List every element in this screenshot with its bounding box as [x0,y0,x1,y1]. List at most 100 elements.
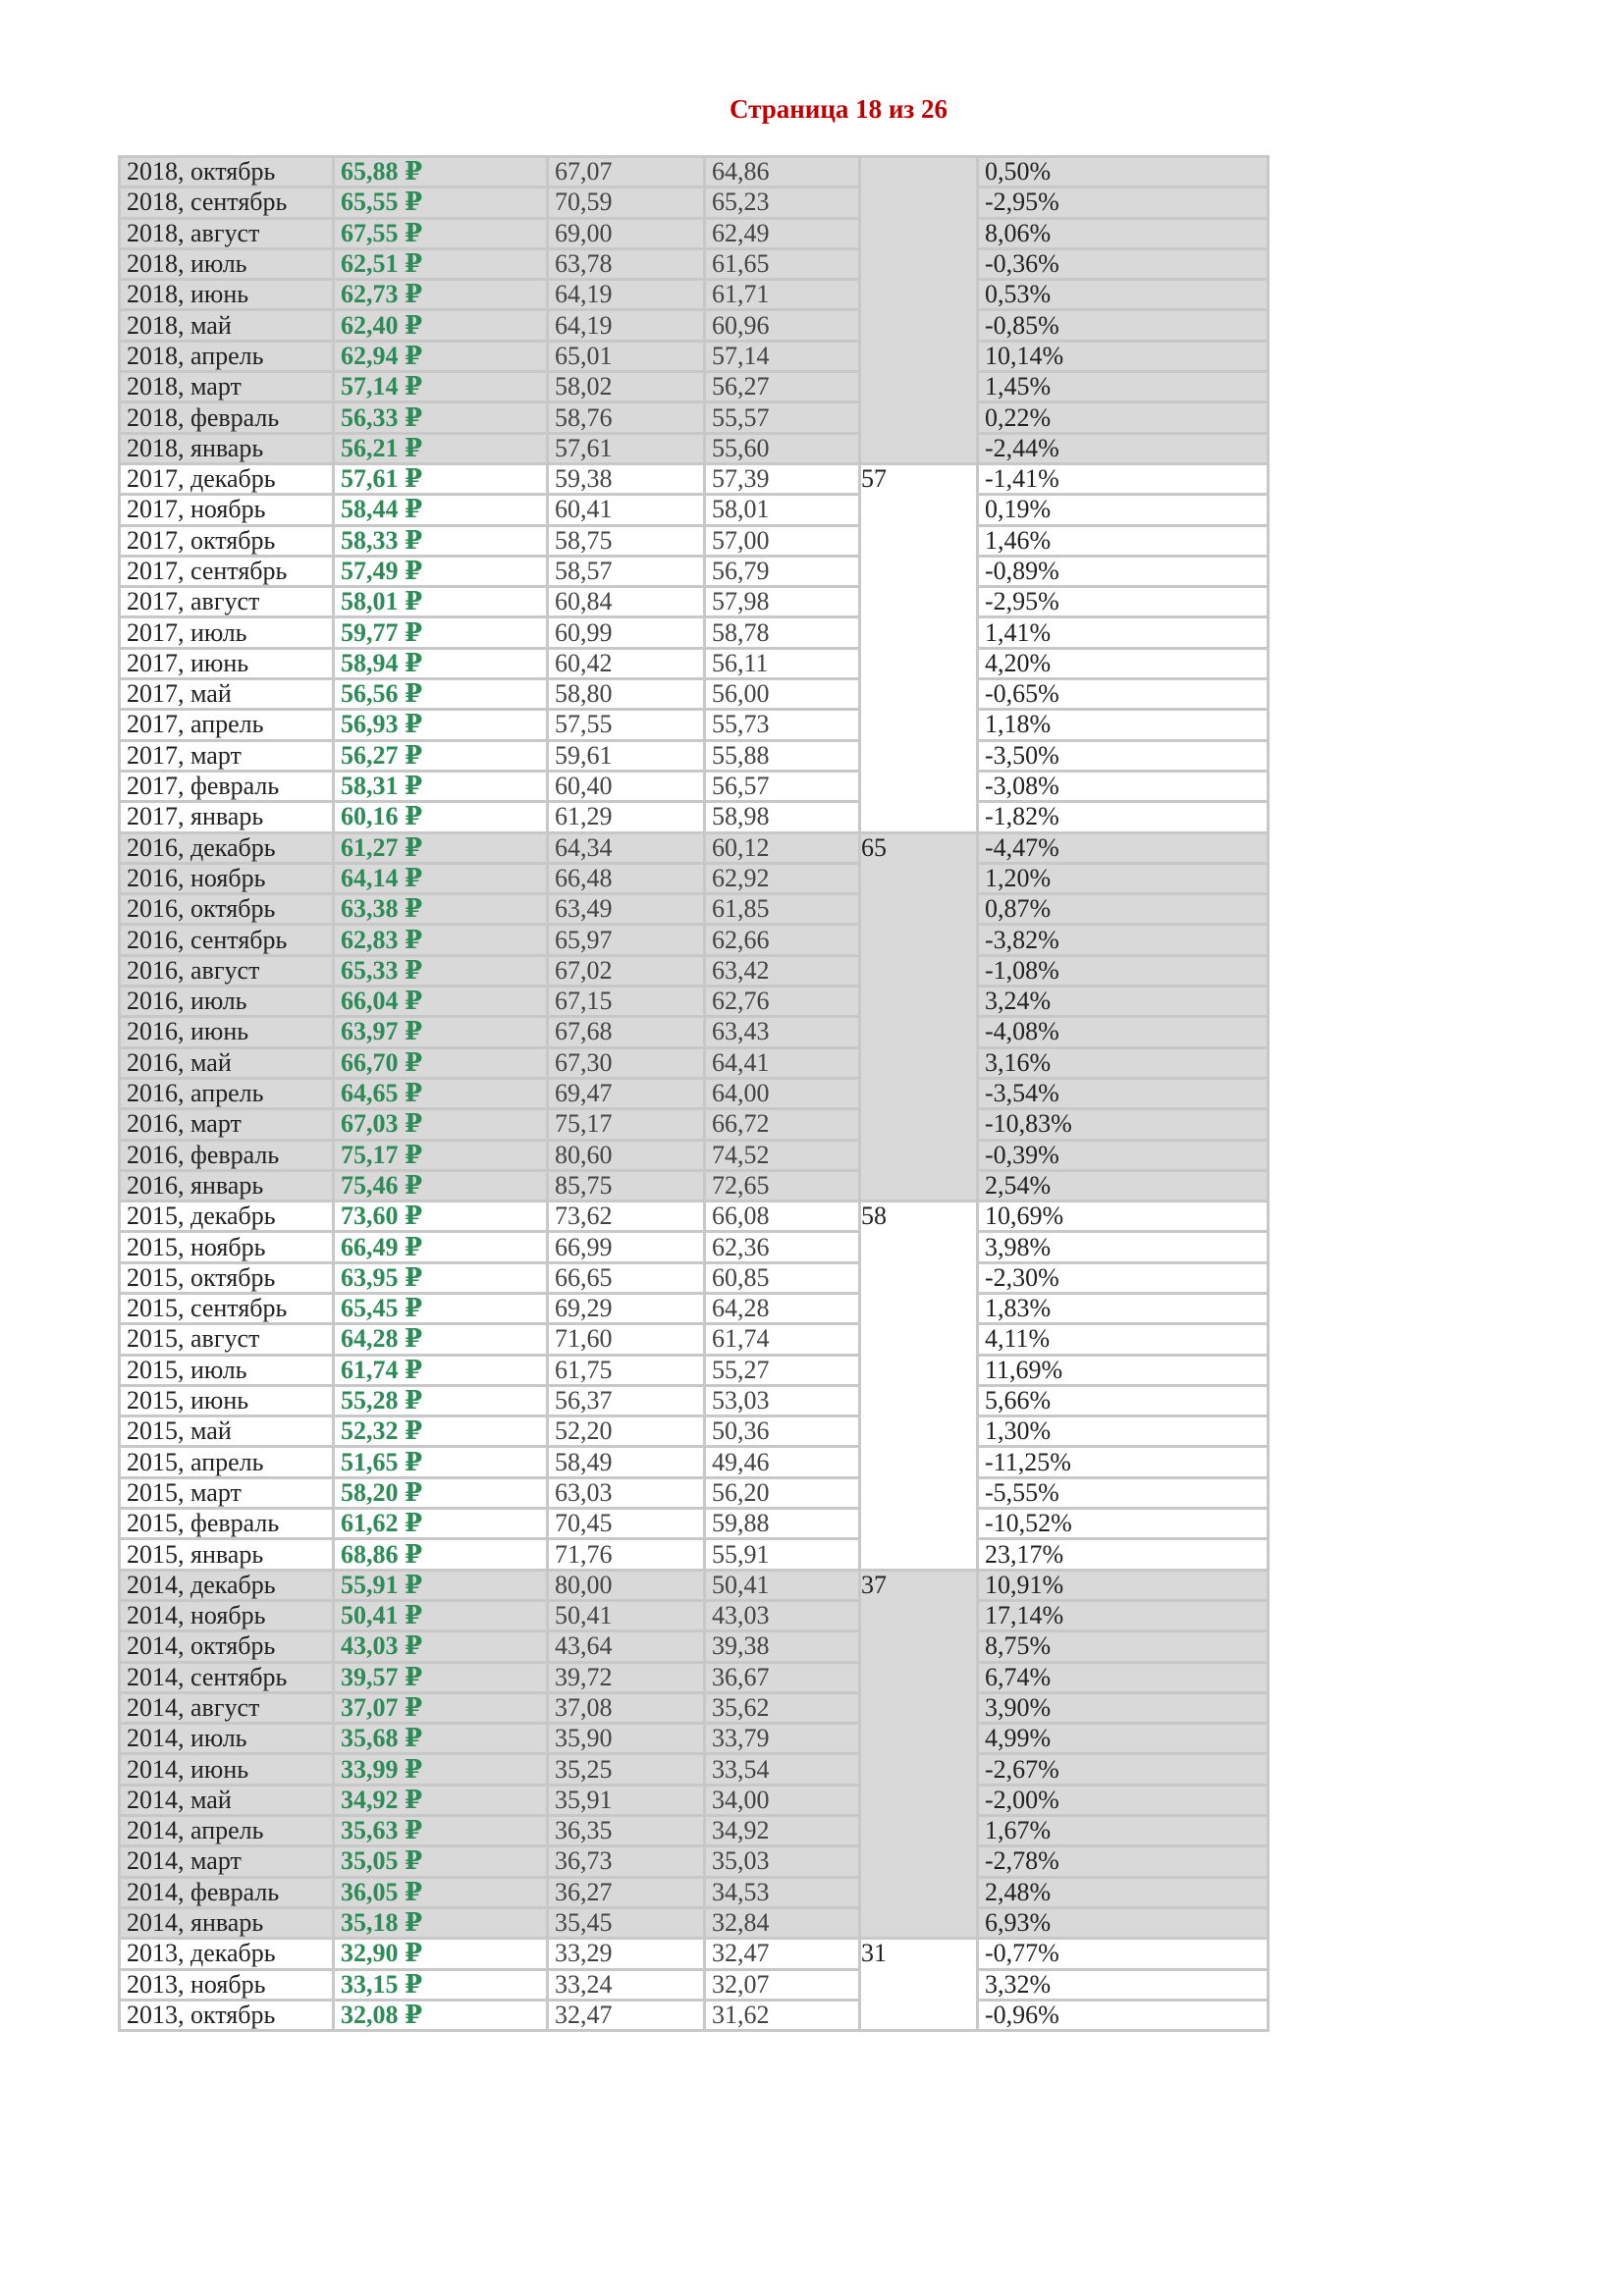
month-cell: 2015, декабрь [118,1200,335,1234]
change-cell: 1,41% [976,615,1270,650]
price-cell: 65,88 ₽ [332,154,549,189]
high-cell: 52,20 [546,1415,706,1449]
price-cell: 63,38 ₽ [332,892,549,927]
month-cell: 2016, октябрь [118,892,335,927]
month-cell: 2017, март [118,738,335,773]
low-cell: 34,00 [703,1783,861,1818]
low-cell: 64,86 [703,154,861,189]
price-cell: 63,95 ₽ [332,1260,549,1295]
high-cell: 66,99 [546,1230,706,1264]
month-cell: 2017, июль [118,615,335,650]
table-row: 2016, февраль 75,17 ₽80,60 74,52 -0,39% [118,1138,1270,1172]
low-cell: 33,54 [703,1752,861,1787]
low-cell: 34,53 [703,1875,861,1909]
table-row: 2014, май 34,92 ₽35,91 34,00 -2,00% [118,1783,1270,1818]
high-cell: 59,38 [546,461,706,497]
change-cell: 4,11% [976,1322,1270,1357]
price-cell: 35,05 ₽ [332,1844,549,1879]
change-cell: 3,32% [976,1967,1270,2002]
high-cell: 67,15 [546,985,706,1019]
month-cell: 2015, апрель [118,1445,335,1479]
month-cell: 2016, июнь [118,1015,335,1049]
low-cell: 56,27 [703,370,861,404]
price-cell: 68,86 ₽ [332,1537,549,1572]
table-row: 2014, январь 35,18 ₽35,45 32,84 6,93% [118,1905,1270,1941]
change-cell: 0,50% [976,154,1270,189]
month-cell: 2016, август [118,953,335,988]
high-cell: 65,01 [546,339,706,374]
month-cell: 2016, декабрь [118,830,335,865]
change-cell: -2,30% [976,1260,1270,1295]
change-cell: -0,39% [976,1138,1270,1172]
price-cell: 55,91 ₽ [332,1568,549,1602]
month-cell: 2015, август [118,1322,335,1357]
low-cell: 31,62 [703,1998,861,2033]
high-cell: 80,00 [546,1568,706,1602]
table-row: 2015, май 52,32 ₽52,20 50,36 1,30% [118,1415,1270,1449]
high-cell: 71,76 [546,1537,706,1572]
high-cell: 58,76 [546,400,706,435]
high-cell: 32,47 [546,1998,706,2033]
price-cell: 56,33 ₽ [332,400,549,435]
change-cell: 17,14% [976,1598,1270,1633]
table-row: 2018, июль 62,51 ₽63,78 61,65 -0,36% [118,246,1270,282]
high-cell: 58,02 [546,370,706,404]
price-cell: 58,94 ₽ [332,646,549,681]
change-cell: -0,89% [976,554,1270,589]
price-cell: 64,65 ₽ [332,1076,549,1111]
month-cell: 2015, сентябрь [118,1291,335,1326]
high-cell: 35,91 [546,1783,706,1818]
table-row: 2017, март 56,27 ₽59,61 55,88 -3,50% [118,738,1270,773]
change-cell: -2,78% [976,1844,1270,1879]
price-cell: 58,44 ₽ [332,493,549,527]
month-cell: 2018, сентябрь [118,186,335,220]
table-row: 2014, март 35,05 ₽36,73 35,03 -2,78% [118,1844,1270,1879]
low-cell: 63,42 [703,953,861,988]
price-cell: 62,73 ₽ [332,278,549,312]
high-cell: 67,30 [546,1045,706,1080]
low-cell: 60,96 [703,308,861,343]
high-cell: 36,35 [546,1814,706,1848]
change-cell: 1,20% [976,861,1270,896]
rate-history-table: 2018, октябрь 65,88 ₽67,07 64,86 0,50% 2018,… [118,154,1270,2033]
price-cell: 56,27 ₽ [332,738,549,773]
change-cell: -1,82% [976,800,1270,834]
low-cell: 58,78 [703,615,861,650]
month-cell: 2018, апрель [118,339,335,374]
price-cell: 61,74 ₽ [332,1353,549,1387]
month-cell: 2015, март [118,1475,335,1511]
month-cell: 2014, февраль [118,1875,335,1909]
price-cell: 33,99 ₽ [332,1752,549,1787]
change-cell: -0,77% [976,1937,1270,1971]
high-cell: 67,02 [546,953,706,988]
high-cell: 63,78 [546,246,706,282]
low-cell: 64,41 [703,1045,861,1080]
high-cell: 85,75 [546,1168,706,1203]
low-cell: 56,00 [703,677,861,712]
price-cell: 65,33 ₽ [332,953,549,988]
table-row: 2014, июль 35,68 ₽35,90 33,79 4,99% [118,1722,1270,1756]
table-row: 2018, апрель 62,94 ₽65,01 57,14 10,14% [118,339,1270,374]
change-cell: 0,53% [976,278,1270,312]
high-cell: 70,59 [546,186,706,220]
low-cell: 55,27 [703,1353,861,1387]
price-cell: 64,14 ₽ [332,861,549,896]
change-cell: 10,91% [976,1568,1270,1602]
price-cell: 62,83 ₽ [332,923,549,957]
month-cell: 2018, февраль [118,400,335,435]
high-cell: 70,45 [546,1507,706,1541]
price-cell: 63,97 ₽ [332,1015,549,1049]
table-row: 2016, май 66,70 ₽67,30 64,41 3,16% [118,1045,1270,1080]
group-value-cell: 65 [858,830,979,1203]
table-row: 2014, июнь 33,99 ₽35,25 33,54 -2,67% [118,1752,1270,1787]
month-cell: 2014, июль [118,1722,335,1756]
low-cell: 58,98 [703,800,861,834]
change-cell: -3,54% [976,1076,1270,1111]
price-cell: 67,03 ₽ [332,1107,549,1142]
month-cell: 2018, январь [118,431,335,465]
low-cell: 64,00 [703,1076,861,1111]
price-cell: 61,62 ₽ [332,1507,549,1541]
high-cell: 66,65 [546,1260,706,1295]
low-cell: 49,46 [703,1445,861,1479]
month-cell: 2018, октябрь [118,154,335,189]
